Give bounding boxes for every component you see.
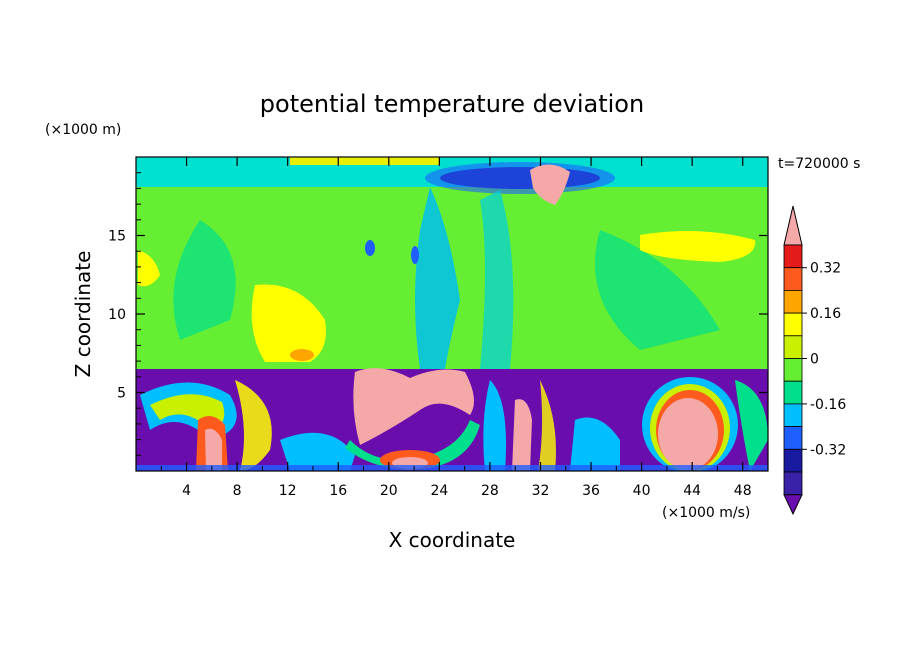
- field-blue-spot-1: [365, 240, 375, 256]
- colorbar-segment: [783, 426, 803, 450]
- colorbar: 0.32 0.16 0 -0.16 -0.32: [783, 205, 846, 516]
- x-tick-label: 36: [582, 483, 600, 499]
- colorbar-label: 0.32: [810, 261, 841, 277]
- field-orange-spot: [290, 349, 314, 361]
- field-blue-spot-2: [411, 246, 419, 264]
- field-top-yellow-strip: [290, 157, 440, 165]
- field-yellow-patch-2: [640, 231, 756, 262]
- field-cyan-column-1: [415, 187, 460, 369]
- y-axis-ticks: 5 10 15: [108, 172, 768, 456]
- field-swirl-4: [483, 380, 506, 471]
- colorbar-segment: [783, 335, 803, 359]
- colorbar-min-triangle: [783, 494, 803, 516]
- field-cyan-column-2: [480, 190, 514, 369]
- field-plume-edge: [345, 420, 480, 470]
- y-tick-label: 5: [117, 386, 126, 402]
- field-swirl-5: [538, 380, 556, 471]
- colorbar-segment: [783, 289, 803, 314]
- x-axis-ticks: 4 8 12 16 20 24 28 32 36 40 44 48: [160, 157, 752, 499]
- field-swirl-2: [235, 380, 272, 471]
- field-swirl-3: [280, 432, 355, 471]
- x-tick-label: 48: [734, 483, 752, 499]
- x-tick-label: 8: [233, 483, 242, 499]
- field-pink-column-2: [512, 399, 532, 471]
- colorbar-segment: [783, 267, 803, 291]
- x-tick-label: 24: [430, 483, 448, 499]
- field-top-blue-halo: [425, 162, 615, 194]
- field-cyan-patch: [570, 417, 620, 471]
- x-tick-label: 28: [481, 483, 499, 499]
- x-tick-label: 40: [633, 483, 651, 499]
- x-tick-label: 44: [683, 483, 701, 499]
- colorbar-segment: [783, 244, 803, 269]
- time-label: t=720000 s: [778, 156, 860, 172]
- contour-field: [136, 157, 768, 471]
- field-yellow-patch-1: [251, 284, 326, 362]
- field-big-pink-plume: [353, 368, 474, 445]
- colorbar-label: -0.32: [810, 442, 846, 458]
- x-tick-label: 16: [329, 483, 347, 499]
- field-yellow-patch-3: [138, 250, 160, 287]
- field-right-ring-pink: [658, 398, 718, 470]
- x-tick-label: 32: [532, 483, 550, 499]
- y-units-label: (×1000 m): [45, 122, 121, 138]
- colorbar-label: 0: [810, 352, 819, 368]
- colorbar-segment: [783, 380, 803, 405]
- colorbar-segment: [783, 403, 803, 427]
- colorbar-label: 0.16: [810, 306, 841, 322]
- x-units-label: (×1000 m/s): [662, 505, 750, 521]
- colorbar-segment: [783, 471, 803, 496]
- colorbar-max-triangle: [783, 205, 803, 246]
- colorbar-segment: [783, 312, 803, 337]
- x-tick-label: 12: [279, 483, 297, 499]
- colorbar-label: -0.16: [810, 397, 846, 413]
- colorbar-segment: [783, 358, 803, 382]
- y-tick-label: 10: [108, 307, 126, 323]
- x-axis-label: X coordinate: [389, 528, 516, 552]
- y-axis-label: Z coordinate: [71, 251, 95, 378]
- field-bottom-blue-edge: [136, 465, 768, 471]
- field-top-pink-blob: [530, 164, 570, 205]
- x-tick-label: 4: [182, 483, 191, 499]
- colorbar-segment: [783, 448, 803, 473]
- field-right-edge-swirl: [735, 380, 768, 471]
- field-pink-column: [205, 428, 222, 471]
- x-tick-label: 20: [380, 483, 398, 499]
- field-green-teal-2: [595, 230, 720, 350]
- y-tick-label: 15: [108, 229, 126, 245]
- field-green-teal-1: [173, 220, 236, 340]
- chart-title: potential temperature deviation: [260, 90, 644, 118]
